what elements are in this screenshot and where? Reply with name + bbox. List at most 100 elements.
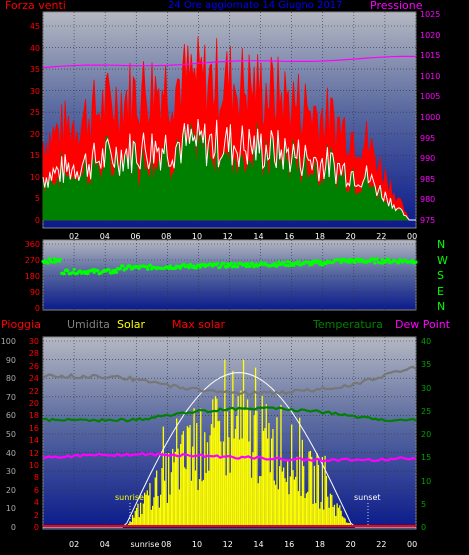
- humidity-series: [42, 365, 417, 397]
- wind-direction-point: [86, 272, 90, 276]
- wind-direction-point: [288, 260, 292, 264]
- chart-date-title: 24 Ore aggiornato 14 Giugno 2017: [168, 0, 343, 11]
- humidity-axis-tick: 0: [10, 523, 16, 532]
- sunset-marker-label: sunset: [354, 493, 381, 502]
- wind-direction-point: [52, 257, 56, 261]
- direction-axis-tick: 180: [24, 272, 40, 281]
- wind-direction-point: [62, 272, 66, 276]
- wind-axis-tick: 20: [29, 129, 40, 139]
- pressure-axis-tick: 1005: [420, 92, 441, 102]
- wind-direction-point: [396, 261, 401, 265]
- time-axis-tick: 14: [253, 540, 264, 549]
- legend-humidity: Umidita: [67, 318, 110, 331]
- time-axis-tick: 12: [222, 232, 233, 241]
- time-axis-tick: sunrise: [130, 540, 160, 549]
- time-axis-tick: 02: [69, 540, 80, 549]
- solar-axis-tick: 28: [28, 349, 39, 359]
- direction-axis-tick: 270: [24, 256, 40, 265]
- wind-direction-point: [244, 264, 248, 269]
- humidity-axis-tick: 50: [5, 430, 16, 439]
- wind-axis-tick: 10: [29, 172, 40, 182]
- humidity-axis-tick: 100: [0, 337, 16, 346]
- compass-label: N: [437, 300, 446, 313]
- wind-axis-tick: 0: [34, 216, 40, 225]
- time-axis-tick: 16: [284, 540, 295, 549]
- wind-direction-point: [128, 264, 132, 269]
- dew-point-series: [42, 451, 417, 463]
- temperature-axis-tick: 25: [421, 406, 432, 416]
- time-axis-tick: 08: [161, 232, 172, 241]
- solar-axis-tick: 0: [33, 523, 39, 532]
- pressure-title: Pressione: [370, 0, 423, 12]
- time-axis-tick: 18: [314, 540, 325, 549]
- wind-direction-point: [353, 261, 357, 265]
- solar-axis-tick: 20: [28, 399, 39, 408]
- wind-speed-series: [42, 122, 416, 221]
- time-axis-tick: 20: [345, 540, 356, 549]
- wind-direction-point: [236, 265, 240, 269]
- wind-direction-point: [118, 267, 122, 271]
- solar-axis-tick: 4: [33, 498, 39, 508]
- wind-direction-point: [414, 260, 418, 264]
- wind-direction-point: [66, 269, 70, 273]
- legend-solar: Solar: [117, 318, 146, 331]
- pressure-axis-tick: 1015: [420, 51, 441, 61]
- wind-direction-point: [324, 261, 328, 266]
- direction-axis-tick: 0: [34, 304, 40, 313]
- solar-axis-tick: 24: [28, 374, 39, 384]
- time-axis-tick: 06: [130, 232, 141, 241]
- wind-direction-point: [178, 266, 182, 270]
- pressure-axis-tick: 990: [420, 154, 436, 164]
- wind-direction-point: [373, 261, 377, 265]
- time-axis-tick: 16: [284, 232, 295, 241]
- wind-axis-tick: 40: [29, 43, 40, 53]
- pressure-axis-tick: 1000: [420, 113, 441, 122]
- wind-direction-point: [319, 260, 323, 264]
- time-axis-tick: 22: [376, 540, 387, 549]
- wind-direction-point: [277, 260, 281, 264]
- wind-direction-point: [282, 260, 286, 264]
- wind-direction-point: [287, 263, 291, 268]
- pressure-axis-tick: 1020: [420, 30, 441, 40]
- wind-direction-point: [243, 262, 247, 266]
- solar-axis-tick: 22: [28, 386, 39, 396]
- solar-axis-tick: 10: [28, 461, 39, 470]
- humidity-axis-tick: 80: [5, 374, 16, 384]
- wind-direction-point: [167, 266, 171, 271]
- time-axis-tick: 20: [345, 232, 356, 241]
- wind-direction-point: [347, 260, 351, 264]
- temperature-axis-tick: 5: [421, 499, 427, 509]
- wind-direction-point: [275, 263, 280, 267]
- legend-dew-point: Dew Point: [395, 318, 451, 331]
- humidity-axis-tick: 90: [5, 355, 16, 365]
- compass-label: S: [437, 269, 444, 282]
- wind-direction-point: [273, 262, 277, 266]
- wind-direction-point: [233, 262, 237, 266]
- temperature-axis-tick: 40: [421, 337, 432, 346]
- time-axis-tick: 00: [407, 540, 418, 549]
- wind-direction-point: [318, 262, 322, 266]
- time-axis-tick: 02: [69, 232, 80, 241]
- wind-direction-point: [121, 264, 125, 268]
- wind-direction-point: [216, 261, 220, 265]
- wind-direction-point: [338, 258, 342, 262]
- time-axis-tick: 18: [314, 232, 325, 241]
- wind-direction-point: [71, 270, 75, 275]
- pressure-axis-tick: 985: [420, 174, 436, 184]
- legend-temperature: Temperatura: [313, 318, 383, 331]
- wind-direction-point: [348, 257, 352, 261]
- solar-axis-tick: 14: [28, 436, 39, 446]
- wind-axis-tick: 5: [34, 194, 40, 204]
- humidity-axis-tick: 30: [5, 467, 16, 477]
- wind-direction-point: [51, 260, 55, 264]
- solar-axis-tick: 12: [28, 448, 39, 458]
- wind-direction-point: [384, 260, 388, 264]
- wind-direction-point: [339, 260, 343, 265]
- compass-label: W: [437, 253, 448, 267]
- humidity-axis-tick: 70: [5, 392, 16, 402]
- wind-direction-point: [222, 261, 226, 265]
- wind-direction-point: [182, 262, 186, 266]
- wind-axis-tick: 30: [29, 86, 40, 96]
- temperature-series: [42, 406, 417, 423]
